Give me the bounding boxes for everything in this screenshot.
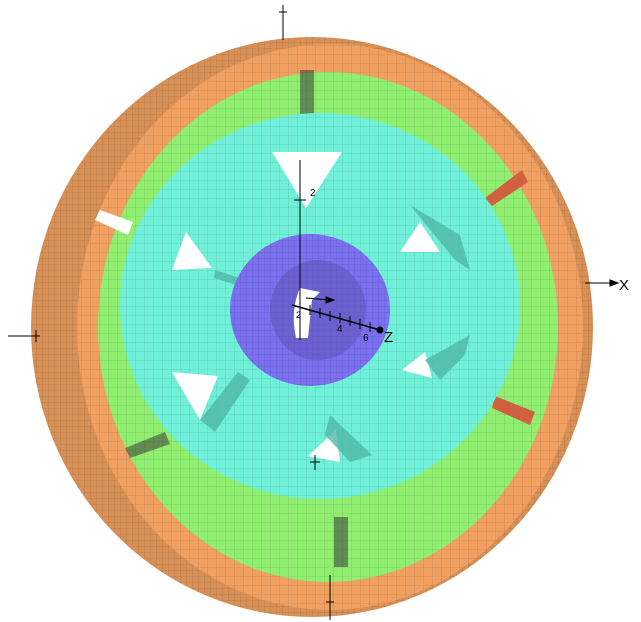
core-bore-shadow [270,260,366,360]
y-axis-tick-label: 2 [310,188,316,199]
window-upper-right [400,222,440,252]
z-axis-label: Z [384,329,393,346]
z-tick-label-4: 4 [337,324,343,335]
window-lower-left [172,372,218,420]
z-ticks [299,302,371,332]
window-upper-left [172,232,212,270]
window-top [272,152,342,208]
z-tick-label-6: 6 [363,333,369,344]
window-lower-right [402,352,432,378]
axes [8,5,620,620]
green-ring-slots [95,70,535,567]
spoke-windows [172,152,470,462]
z-tick-label-2: 2 [296,310,301,320]
x-axis-label: X [619,277,629,294]
